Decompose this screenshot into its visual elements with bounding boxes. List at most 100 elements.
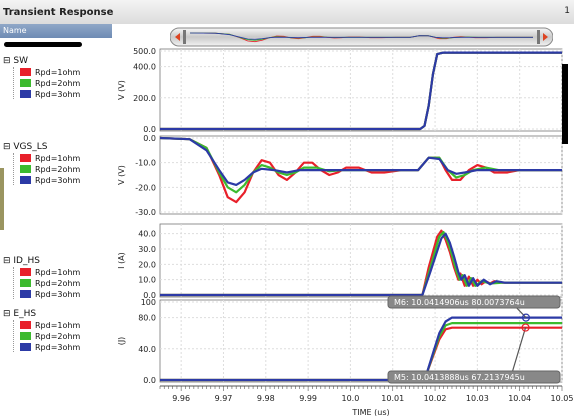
page-number: 1: [564, 6, 570, 16]
y-tick-label: 0.0: [143, 134, 156, 143]
tree-item-label: Rpd=2ohm: [35, 279, 81, 288]
x-tick-label: 10.03: [466, 394, 489, 403]
marker-label-box[interactable]: [387, 295, 561, 309]
subplot-frame[interactable]: [159, 299, 563, 383]
tree-item-label: Rpd=1ohm: [35, 154, 81, 163]
overview-left-handle[interactable]: [183, 30, 186, 44]
subplot-sw: 500.0 400.0 200.0 0.0 V (V): [117, 47, 563, 134]
tree-item-rpd-3ohm[interactable]: Rpd=3ohm: [20, 176, 80, 185]
tree-item-rpd-3ohm[interactable]: Rpd=3ohm: [20, 343, 80, 352]
tree-group-e-hs[interactable]: ⊟ E_HS: [3, 309, 37, 319]
y-tick-label: -30.0: [135, 208, 156, 217]
tree-item-rpd-3ohm[interactable]: Rpd=3ohm: [20, 290, 80, 299]
tree-item-rpd-1ohm[interactable]: Rpd=1ohm: [20, 321, 80, 330]
series-line-rpd-2ohm[interactable]: [160, 231, 562, 297]
marker-leader-line: [511, 327, 527, 374]
x-tick-label: 9.96: [172, 394, 190, 403]
series-color-swatch: [20, 165, 31, 173]
tree-group-sw[interactable]: ⊟ SW: [3, 56, 29, 66]
tree-connector: [13, 67, 15, 99]
marker-label-m5: M5: 10.0413888us 67.2137945u: [394, 373, 525, 382]
y-tick-label: 40.0: [138, 230, 156, 239]
marker-label-m6: M6: 10.0414906us 80.0073764u: [394, 298, 525, 307]
subplot-frame[interactable]: [159, 135, 563, 215]
subplot-frame[interactable]: [159, 48, 563, 132]
overview-left-arrow-icon[interactable]: [175, 33, 180, 41]
series-line-rpd-3ohm[interactable]: [160, 51, 562, 131]
y-tick-label: -20.0: [135, 183, 156, 192]
series-color-swatch: [20, 321, 31, 329]
y-tick-label: 0.0: [143, 291, 156, 300]
window-titlebar: Transient Response 1: [0, 0, 574, 24]
subplot-frame[interactable]: [159, 223, 563, 298]
y-tick-label: 30.0: [138, 245, 156, 254]
x-tick-label: 10.04: [508, 394, 531, 403]
series-line-rpd-1ohm[interactable]: [159, 136, 562, 204]
x-axis-label: TIME (us): [351, 408, 389, 416]
tree-item-label: Rpd=3ohm: [35, 343, 81, 352]
y-tick-label: 20.0: [138, 260, 156, 269]
tree-item-rpd-3ohm[interactable]: Rpd=3ohm: [20, 90, 80, 99]
subplot-stack: 500.0 400.0 200.0 0.0 V (V) 0.0 -10.0 -20.0 -30.…: [117, 47, 563, 385]
x-tick-label: 10.05: [551, 394, 574, 403]
series-color-swatch: [20, 290, 31, 298]
series-line-rpd-3ohm[interactable]: [160, 232, 562, 297]
overview-waveforms: [189, 32, 533, 43]
tree-item-rpd-2ohm[interactable]: Rpd=2ohm: [20, 165, 80, 174]
tree-item-rpd-2ohm[interactable]: Rpd=2ohm: [20, 332, 80, 341]
redaction-bar: [4, 42, 82, 47]
series-color-swatch: [20, 68, 31, 76]
y-tick-label: 40.0: [138, 345, 156, 354]
tree-item-label: Rpd=3ohm: [35, 176, 81, 185]
tree-group-id-hs[interactable]: ⊟ ID_HS: [3, 256, 40, 266]
tree-connector: [13, 153, 15, 185]
tree-item-label: Rpd=2ohm: [35, 79, 81, 88]
subplot-e-hs: 100 80.0 40.0 0.0 (J) M6: 10.0414906us 80.007…: [117, 295, 563, 385]
name-column-header[interactable]: Name: [0, 24, 112, 38]
tree-item-label: Rpd=1ohm: [35, 321, 81, 330]
y-tick-label: 0.0: [143, 376, 156, 385]
y-axis-label: V (V): [117, 165, 126, 185]
series-line-rpd-3ohm[interactable]: [159, 136, 562, 186]
series-color-swatch: [20, 332, 31, 340]
tree-connector: [13, 320, 15, 352]
panel-splitter-handle[interactable]: [0, 168, 4, 230]
overview-series-line: [189, 32, 533, 40]
series-color-swatch: [20, 176, 31, 184]
y-axis-label: I (A): [117, 252, 126, 269]
signal-tree-panel: Name ⊟ SW Rpd=1ohm Rpd=2ohm Rpd=3ohm ⊟ VGS_L…: [0, 24, 112, 416]
series-color-swatch: [20, 343, 31, 351]
marker-point-m5[interactable]: [521, 323, 530, 332]
x-tick-label: 10.02: [424, 394, 447, 403]
tree-item-label: Rpd=3ohm: [35, 90, 81, 99]
tree-item-label: Rpd=3ohm: [35, 290, 81, 299]
overview-right-handle[interactable]: [537, 30, 540, 44]
tree-item-label: Rpd=1ohm: [35, 268, 81, 277]
tree-group-vgs-ls[interactable]: ⊟ VGS_LS: [3, 142, 48, 152]
tree-item-rpd-1ohm[interactable]: Rpd=1ohm: [20, 68, 80, 77]
tree-item-rpd-1ohm[interactable]: Rpd=1ohm: [20, 154, 80, 163]
y-tick-label: 80.0: [138, 314, 156, 323]
series-color-swatch: [20, 79, 31, 87]
x-tick-label: 9.99: [299, 394, 317, 403]
series-color-swatch: [20, 268, 31, 276]
y-axis-label: V (V): [117, 80, 126, 100]
waveform-plot-area: 500.0 400.0 200.0 0.0 V (V) 0.0 -10.0 -20.0 -30.…: [117, 47, 574, 416]
y-tick-label: 500.0: [133, 47, 156, 56]
x-tick-label: 10.01: [381, 394, 404, 403]
tree-item-rpd-1ohm[interactable]: Rpd=1ohm: [20, 268, 80, 277]
overview-right-arrow-icon[interactable]: [543, 33, 548, 41]
x-tick-label: 10.0: [342, 394, 360, 403]
tree-item-rpd-2ohm[interactable]: Rpd=2ohm: [20, 279, 80, 288]
y-tick-label: 10.0: [138, 276, 156, 285]
tree-connector: [13, 267, 15, 299]
tree-item-rpd-2ohm[interactable]: Rpd=2ohm: [20, 79, 80, 88]
y-tick-label: -10.0: [135, 159, 156, 168]
tree-item-label: Rpd=2ohm: [35, 165, 81, 174]
tree-item-label: Rpd=2ohm: [35, 332, 81, 341]
marker-point-m6[interactable]: [521, 313, 531, 322]
y-tick-label: 100: [141, 298, 156, 307]
marker-label-box[interactable]: [387, 370, 561, 384]
subplot-vgs-ls: 0.0 -10.0 -20.0 -30.0 V (V): [117, 134, 563, 217]
subplot-id-hs: 40.0 30.0 20.0 10.0 0.0 I (A): [117, 223, 563, 300]
